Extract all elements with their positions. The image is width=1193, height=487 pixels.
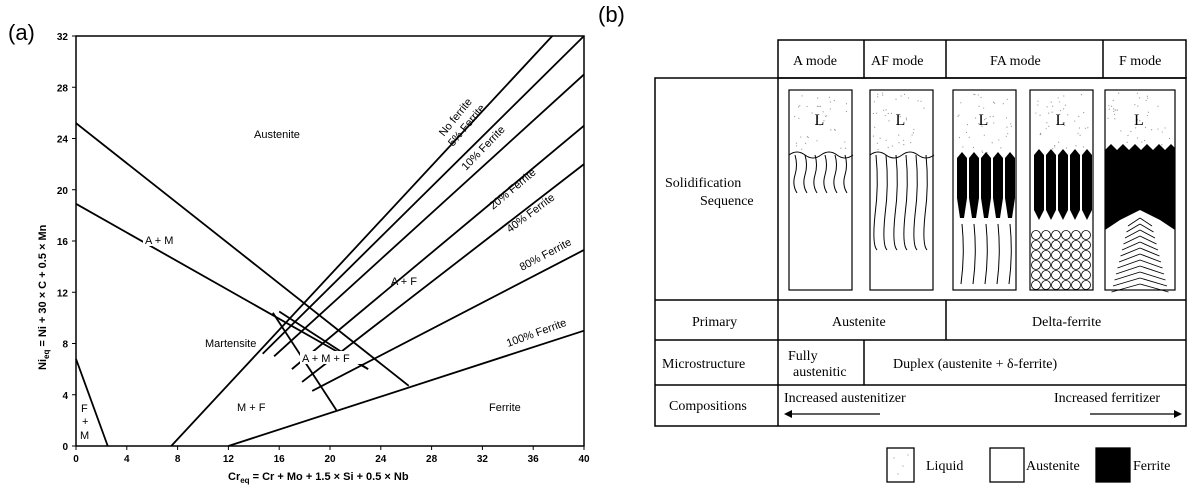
x-tick-label: 8 xyxy=(175,454,181,465)
sketch-panel-2: L xyxy=(869,89,935,291)
increased-ferritizer: Increased ferritizer xyxy=(1054,391,1160,406)
line-series-2 xyxy=(273,73,585,357)
x-tick-label: 24 xyxy=(375,454,387,465)
row-compositions: Compositions xyxy=(669,399,747,414)
line-series-1 xyxy=(262,35,585,355)
region-austenite: Austenite xyxy=(254,129,300,141)
liquid-letter: L xyxy=(815,112,825,129)
region-ferrite: Ferrite xyxy=(489,402,521,414)
liquid-letter: L xyxy=(1134,112,1144,129)
sketch-panel-3: L xyxy=(952,89,1017,291)
legend: Liquid Austenite Ferrite xyxy=(886,447,1170,483)
y-tick-label: 0 xyxy=(62,442,68,453)
fully-austenitic-1: Fully xyxy=(788,349,818,364)
line-series-7 xyxy=(75,122,410,387)
y-tick-label: 32 xyxy=(57,32,69,43)
legend-swatch-liquid xyxy=(886,447,915,483)
line-series-11 xyxy=(75,358,109,447)
row-microstructure: Microstructure xyxy=(662,357,745,372)
x-tick-label: 20 xyxy=(324,454,336,465)
liquid-letter: L xyxy=(979,112,989,129)
ticks: 0 4 8 12 16 20 24 28 32 36 40 0 4 8 12 16 20 24 28 32 xyxy=(57,32,590,465)
legend-swatch-ferrite xyxy=(1095,447,1131,483)
line-series-6 xyxy=(228,329,585,447)
x-tick-label: 36 xyxy=(528,454,540,465)
liquid-letter: L xyxy=(896,112,906,129)
primary-austenite: Austenite xyxy=(832,315,886,330)
region-a-m-f: A + M + F xyxy=(302,353,350,365)
sketch-panel-1: L xyxy=(788,89,854,291)
region-f-m-m: M xyxy=(80,430,89,442)
mode-f: F mode xyxy=(1119,54,1161,69)
y-tick-label: 12 xyxy=(57,288,69,299)
row-primary: Primary xyxy=(692,315,737,330)
y-tick-label: 4 xyxy=(62,391,68,402)
primary-delta-ferrite: Delta-ferrite xyxy=(1032,315,1101,330)
y-tick-label: 8 xyxy=(62,340,68,351)
fully-austenitic-2: austenitic xyxy=(793,365,847,380)
sketch-panel-5: L xyxy=(1104,89,1176,293)
row-solidification-2: Sequence xyxy=(700,194,754,209)
line-series-4 xyxy=(301,163,585,383)
mode-af: AF mode xyxy=(871,54,924,69)
line-series-0 xyxy=(170,35,553,447)
x-tick-label: 16 xyxy=(274,454,286,465)
x-tick-label: 32 xyxy=(477,454,489,465)
region-a-f: A + F xyxy=(391,276,417,288)
y-axis-title: Nieq = Ni + 30 × C + 0.5 × Mn xyxy=(37,224,51,370)
duplex-label: Duplex (austenite + δ-ferrite) xyxy=(893,357,1057,372)
y-tick-label: 20 xyxy=(57,186,69,197)
solidification-table xyxy=(654,39,1187,427)
series-lines xyxy=(75,35,585,447)
label-80-ferrite: 80% Ferrite xyxy=(518,236,574,273)
x-tick-label: 28 xyxy=(426,454,438,465)
label-40-ferrite: 40% Ferrite xyxy=(505,192,558,236)
phase-diagram: 0 4 8 12 16 20 24 28 32 36 40 0 4 8 12 16 20 24 28 32 Auste… xyxy=(37,32,590,485)
label-100-ferrite: 100% Ferrite xyxy=(505,317,568,350)
x-tick-label: 40 xyxy=(578,454,590,465)
legend-swatch-austenite xyxy=(989,447,1025,483)
x-tick-label: 0 xyxy=(73,454,79,465)
row-solidification-1: Solidification xyxy=(665,176,741,191)
mode-a: A mode xyxy=(793,54,837,69)
x-tick-label: 12 xyxy=(223,454,235,465)
y-tick-label: 24 xyxy=(57,135,69,146)
panel-a-label: (a) xyxy=(8,20,35,45)
region-f-m-f: F xyxy=(81,403,88,415)
x-tick-label: 4 xyxy=(124,454,130,465)
panel-b-label: (b) xyxy=(598,2,625,27)
line-series-3 xyxy=(291,124,585,370)
legend-ferrite: Ferrite xyxy=(1133,459,1170,474)
legend-liquid: Liquid xyxy=(926,459,963,474)
y-tick-label: 16 xyxy=(57,237,69,248)
liquid-letter: L xyxy=(1056,112,1066,129)
region-f-m-plus: + xyxy=(82,416,88,428)
region-martensite: Martensite xyxy=(205,338,256,350)
region-m-f: M + F xyxy=(237,402,266,414)
region-a-m: A + M xyxy=(145,235,173,247)
increased-austenitizer: Increased austenitizer xyxy=(784,391,906,406)
y-tick-label: 28 xyxy=(57,83,69,94)
line-series-8 xyxy=(75,203,369,370)
legend-austenite: Austenite xyxy=(1026,459,1080,474)
line-series-5 xyxy=(311,249,585,392)
mode-fa: FA mode xyxy=(990,54,1041,69)
x-axis-title: Creq = Cr + Mo + 1.5 × Si + 0.5 × Nb xyxy=(228,471,409,485)
sketch-panel-4: L xyxy=(1029,89,1094,291)
